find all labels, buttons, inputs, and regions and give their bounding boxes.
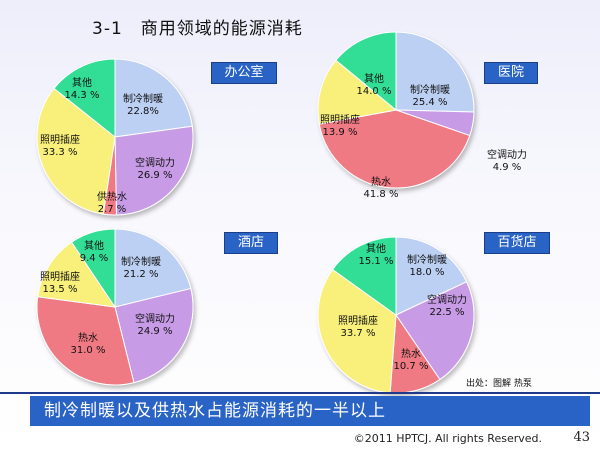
slice-name-office-other: 其他 bbox=[72, 76, 92, 89]
slide-title: 3-1 商用领域的能源消耗 bbox=[92, 14, 303, 39]
chart-title-hospital: 医院 bbox=[484, 62, 538, 84]
pie-hospital bbox=[317, 31, 475, 189]
pie-slice-hotel-ac-power bbox=[114, 287, 194, 384]
slice-value-office-hot-water: 2.7 % bbox=[98, 204, 127, 215]
chart-title-office: 办公室 bbox=[211, 62, 277, 84]
slice-value-hospital-hot-water: 41.8 % bbox=[364, 189, 399, 200]
pie-slice-hotel-cooling-heating bbox=[114, 228, 192, 308]
pie-slice-hospital-cooling-heating bbox=[395, 31, 475, 113]
slice-name-hospital-lighting: 照明插座 bbox=[320, 113, 360, 126]
slice-name-hotel-lighting: 照明插座 bbox=[40, 270, 80, 283]
pie-slice-hotel-hot-water bbox=[36, 296, 135, 386]
divider-line bbox=[0, 392, 600, 394]
source-note: 出处：图解 热泵 bbox=[466, 379, 532, 389]
slice-value-hotel-lighting: 13.5 % bbox=[43, 284, 78, 295]
slice-name-office-lighting: 照明插座 bbox=[40, 133, 80, 146]
slice-value-hotel-other: 9.4 % bbox=[80, 253, 109, 264]
copyright: ©2011 HPTCJ. All rights Reserved. bbox=[353, 432, 542, 445]
slice-value-department-store-cooling-heating: 18.0 % bbox=[410, 267, 445, 278]
chart-title-department-store: 百货店 bbox=[484, 232, 550, 254]
slice-name-department-store-hot-water: 热水 bbox=[401, 347, 421, 360]
slice-name-department-store-lighting: 照明插座 bbox=[338, 314, 378, 327]
slice-value-hotel-cooling-heating: 21.2 % bbox=[124, 269, 159, 280]
slice-value-office-ac-power: 26.9 % bbox=[138, 170, 173, 181]
pie-slice-hospital-other bbox=[335, 31, 397, 112]
page-number: 43 bbox=[573, 430, 590, 445]
slice-name-hotel-cooling-heating: 制冷制暖 bbox=[121, 255, 161, 268]
slice-value-department-store-other: 15.1 % bbox=[359, 256, 394, 267]
slice-name-department-store-other: 其他 bbox=[366, 242, 386, 255]
slice-name-hospital-hot-water: 热水 bbox=[371, 175, 391, 188]
slice-name-hospital-ac-power: 空调动力 bbox=[487, 148, 527, 161]
pie-office bbox=[36, 58, 194, 216]
pie-department-store bbox=[317, 236, 475, 394]
pie-hotel bbox=[36, 228, 194, 386]
slice-value-department-store-ac-power: 22.5 % bbox=[430, 307, 465, 318]
summary-banner: 制冷制暖以及供热水占能源消耗的一半以上 bbox=[30, 396, 590, 426]
slice-value-office-cooling-heating: 22.8% bbox=[127, 106, 159, 117]
slide-number: 3-1 bbox=[92, 19, 123, 39]
slice-value-hospital-ac-power: 4.9 % bbox=[493, 162, 522, 173]
pie-slice-department-store-ac-power bbox=[395, 281, 475, 381]
slice-value-hospital-lighting: 13.9 % bbox=[323, 127, 358, 138]
pie-slice-hotel-other bbox=[70, 228, 116, 309]
pie-slice-office-cooling-heating bbox=[114, 58, 193, 138]
slice-name-department-store-ac-power: 空调动力 bbox=[427, 293, 467, 306]
slice-name-hotel-other: 其他 bbox=[84, 239, 104, 252]
pie-slice-department-store-lighting bbox=[317, 268, 397, 394]
slice-value-office-lighting: 33.3 % bbox=[43, 147, 78, 158]
slice-value-department-store-lighting: 33.7 % bbox=[341, 328, 376, 339]
slice-value-hospital-cooling-heating: 25.4 % bbox=[413, 97, 448, 108]
slice-value-department-store-hot-water: 10.7 % bbox=[394, 361, 429, 372]
slice-value-hospital-other: 14.0 % bbox=[357, 86, 392, 97]
slice-value-hotel-hot-water: 31.0 % bbox=[71, 345, 106, 356]
slice-name-office-hot-water: 供热水 bbox=[97, 190, 127, 203]
slice-name-hospital-cooling-heating: 制冷制暖 bbox=[410, 83, 450, 96]
pie-slice-hospital-hot-water bbox=[318, 109, 471, 189]
slice-name-hotel-hot-water: 热水 bbox=[78, 331, 98, 344]
pie-slice-department-store-other bbox=[331, 236, 397, 316]
slice-name-hospital-other: 其他 bbox=[364, 72, 384, 85]
pie-slice-office-ac-power bbox=[114, 125, 194, 216]
slice-name-hotel-ac-power: 空调动力 bbox=[135, 312, 175, 325]
pie-slice-hotel-lighting bbox=[37, 241, 117, 308]
slice-value-office-other: 14.3 % bbox=[65, 90, 100, 101]
pie-slice-office-lighting bbox=[36, 87, 116, 215]
chart-title-hotel: 酒店 bbox=[224, 232, 278, 254]
pie-slice-hospital-lighting bbox=[317, 59, 398, 125]
slide-title-text: 商用领域的能源消耗 bbox=[140, 19, 303, 39]
slice-name-department-store-cooling-heating: 制冷制暖 bbox=[407, 253, 447, 266]
slice-value-hotel-ac-power: 24.9 % bbox=[138, 326, 173, 337]
pie-slice-department-store-cooling-heating bbox=[395, 236, 468, 316]
slice-name-office-ac-power: 空调动力 bbox=[135, 156, 175, 169]
pie-slice-office-other bbox=[53, 58, 116, 139]
slice-name-office-cooling-heating: 制冷制暖 bbox=[123, 92, 163, 105]
